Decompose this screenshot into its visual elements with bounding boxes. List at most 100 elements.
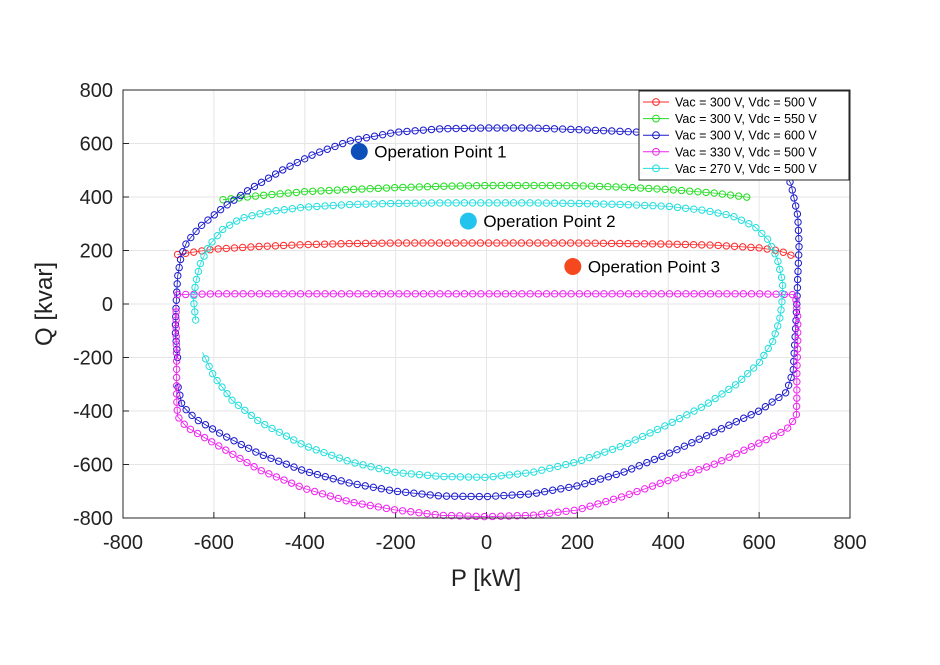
legend-swatch-marker: [652, 131, 660, 140]
data-point: [419, 239, 427, 247]
data-point: [554, 181, 563, 190]
x-tick-label: 0: [481, 532, 492, 554]
data-point: [477, 290, 485, 298]
data-point: [456, 512, 464, 520]
data-point: [681, 204, 690, 212]
data-point: [403, 127, 411, 136]
data-point: [172, 324, 180, 332]
data-point: [304, 443, 313, 451]
data-point: [592, 290, 600, 298]
data-point: [378, 200, 387, 208]
data-point: [328, 451, 336, 459]
data-point: [272, 473, 281, 481]
data-point: [640, 240, 649, 248]
data-point: [250, 463, 258, 471]
data-point: [714, 241, 722, 250]
legend-label: Vac = 330 V, Vdc = 500 V: [675, 145, 817, 159]
series-1: [173, 239, 796, 259]
data-point: [427, 199, 436, 207]
data-point: [497, 181, 505, 190]
data-point: [583, 199, 592, 208]
data-point: [351, 459, 359, 467]
data-point: [558, 239, 567, 247]
data-point: [177, 399, 186, 407]
data-point: [546, 509, 554, 517]
data-point: [540, 487, 549, 496]
data-point: [649, 290, 657, 298]
data-point: [793, 284, 802, 292]
data-point: [771, 330, 779, 338]
data-point: [172, 349, 181, 357]
data-point: [435, 125, 444, 133]
data-point: [383, 466, 391, 475]
data-point: [596, 475, 605, 483]
data-point: [550, 199, 559, 207]
data-point: [444, 199, 452, 207]
data-point: [436, 199, 444, 207]
data-point: [271, 242, 280, 250]
data-point: [386, 239, 394, 247]
data-point: [345, 239, 353, 248]
data-point: [460, 124, 468, 133]
data-point: [310, 487, 319, 496]
data-point: [762, 435, 770, 444]
data-point: [658, 452, 666, 461]
series-line: [175, 293, 799, 518]
data-point: [481, 181, 489, 190]
data-point: [493, 199, 501, 207]
data-point: [434, 492, 443, 500]
y-tick-label: -400: [73, 401, 113, 423]
data-point: [312, 240, 321, 249]
data-point: [665, 202, 674, 211]
series-4: [172, 290, 802, 521]
data-point: [329, 201, 337, 210]
data-point: [732, 418, 741, 426]
data-point: [173, 398, 181, 406]
data-point: [435, 239, 444, 247]
data-point: [631, 436, 639, 444]
data-point: [194, 267, 203, 276]
data-point: [777, 273, 786, 282]
legend-swatch-marker: [652, 114, 660, 123]
legend-entry-3: Vac = 300 V, Vdc = 600 V: [643, 129, 817, 143]
data-point: [778, 298, 786, 306]
marker-layer: Operation Point 1 Operation Point 2 Operat…: [350, 143, 720, 277]
data-point: [792, 410, 801, 419]
x-axis-label: P [kW]: [451, 565, 521, 592]
data-point: [624, 290, 633, 298]
data-point: [223, 201, 231, 209]
data-point: [366, 501, 374, 510]
data-point: [546, 464, 554, 473]
data-point: [788, 417, 797, 426]
data-point: [607, 239, 616, 248]
data-point: [777, 306, 785, 314]
data-point: [550, 125, 559, 133]
data-point: [415, 470, 424, 479]
data-point: [196, 259, 205, 268]
data-point: [362, 290, 370, 298]
data-point: [581, 480, 589, 488]
data-point: [173, 353, 182, 362]
data-point: [704, 399, 713, 407]
data-point: [732, 450, 741, 458]
data-point: [290, 436, 298, 444]
data-point: [264, 290, 272, 298]
data-point: [182, 405, 190, 414]
data-point: [578, 504, 586, 513]
data-point: [239, 290, 247, 298]
data-point: [747, 290, 756, 298]
data-point: [526, 290, 534, 298]
data-point: [497, 472, 505, 480]
data-point: [551, 290, 559, 298]
data-point: [353, 480, 361, 489]
data-point: [200, 252, 208, 260]
data-point: [265, 470, 273, 478]
data-point: [460, 199, 469, 207]
data-point: [794, 226, 803, 235]
data-point: [593, 451, 601, 459]
data-point: [764, 344, 772, 353]
data-point: [175, 414, 183, 422]
data-point: [489, 472, 497, 481]
data-point: [563, 182, 571, 190]
data-point: [600, 200, 608, 208]
